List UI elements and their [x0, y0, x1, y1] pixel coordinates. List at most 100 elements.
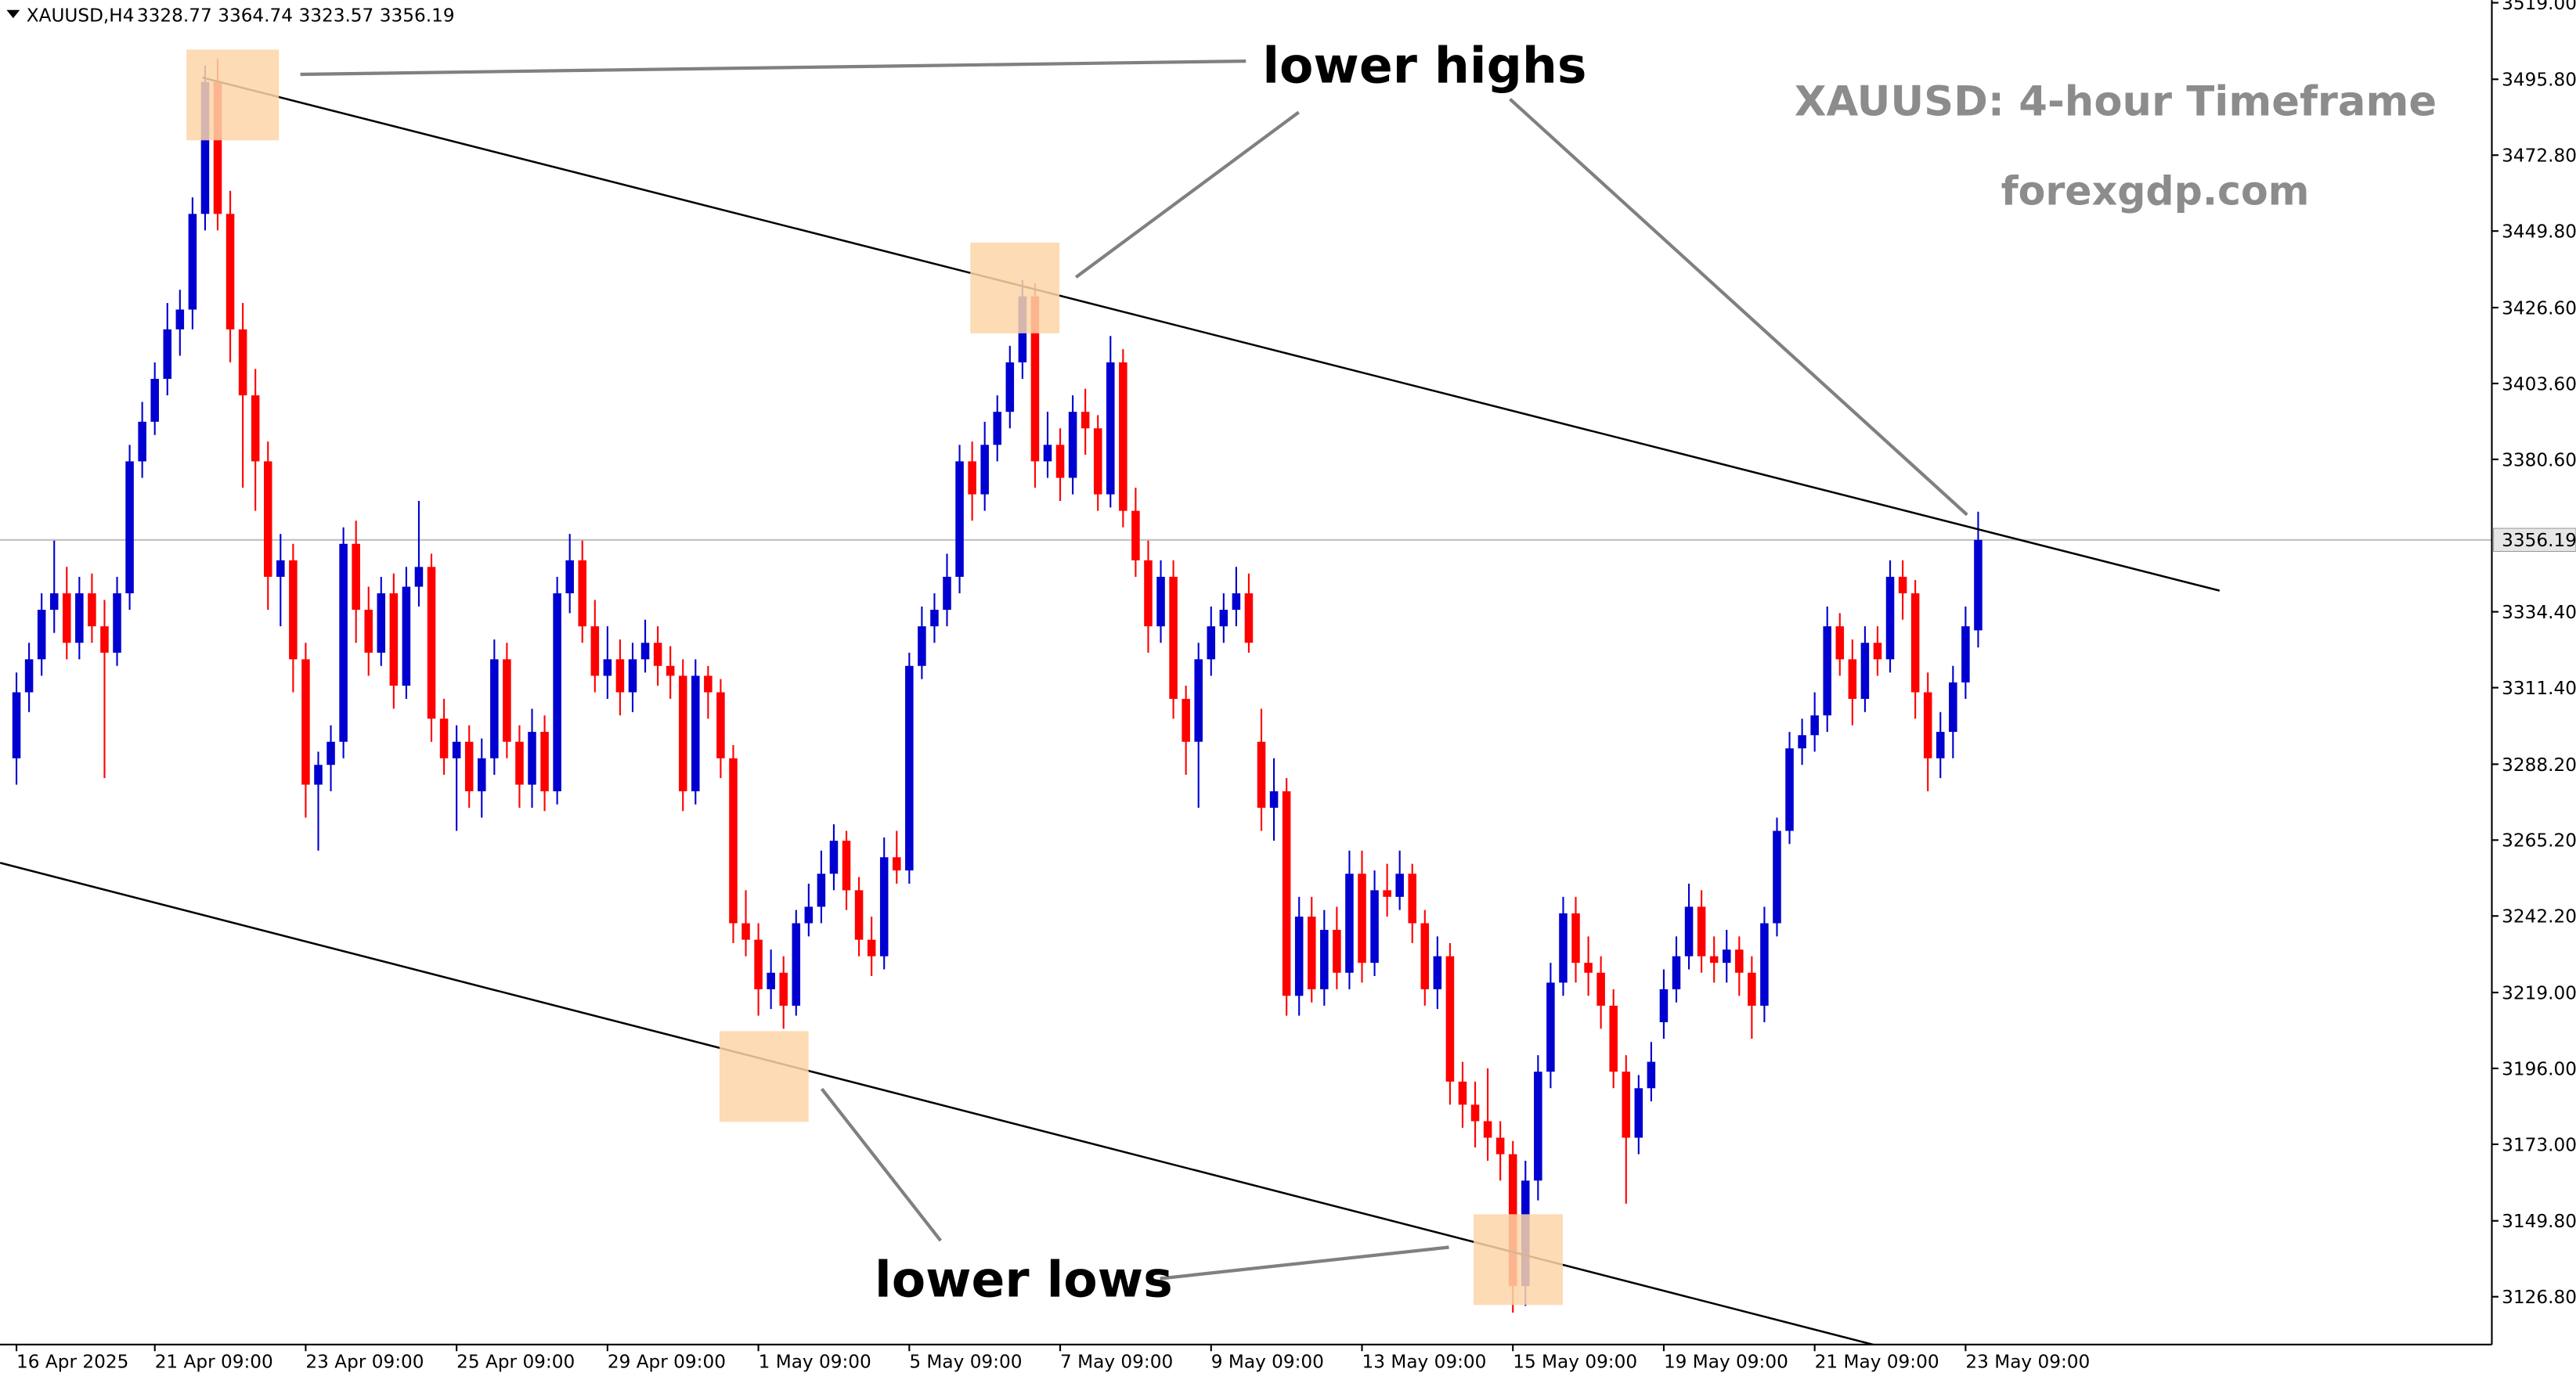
- candle-body: [993, 412, 1002, 445]
- annotation: lower highs: [1262, 37, 1586, 95]
- candle-body: [1282, 791, 1291, 996]
- candle-body: [389, 593, 399, 686]
- candle-body: [1546, 982, 1555, 1072]
- candle-body: [1169, 576, 1178, 699]
- candle-body: [1873, 643, 1882, 660]
- candle-body: [1182, 698, 1190, 742]
- candle-body: [867, 939, 876, 956]
- candle-body: [1609, 1005, 1618, 1072]
- candle-body: [1483, 1121, 1492, 1138]
- x-tick-label: 1 May 09:00: [759, 1351, 871, 1372]
- pointer-line: [300, 59, 1247, 77]
- candle-body: [1068, 412, 1077, 478]
- candle-body: [1722, 949, 1731, 964]
- trendline: [202, 76, 2221, 592]
- candle-body: [1345, 874, 1354, 973]
- x-tick-label: 7 May 09:00: [1060, 1351, 1173, 1372]
- candle-body: [1055, 445, 1065, 478]
- candle-body: [1835, 626, 1845, 660]
- candle-body: [729, 758, 738, 924]
- y-tick-label: 3173.00: [2502, 1134, 2576, 1155]
- candle-body: [918, 626, 926, 666]
- pointer-lines: [300, 59, 1968, 1281]
- candle-body: [1333, 929, 1341, 973]
- y-tick-label: 3149.80: [2502, 1211, 2576, 1232]
- candle-body: [24, 659, 34, 693]
- candle-body: [1081, 412, 1090, 429]
- candle-body: [829, 841, 839, 874]
- candle-body: [1269, 791, 1279, 809]
- candle-body: [968, 461, 976, 495]
- x-tick-label: 25 Apr 09:00: [456, 1351, 575, 1372]
- y-tick-label: 3196.00: [2502, 1058, 2576, 1079]
- candle-body: [478, 758, 486, 791]
- candle-body: [1093, 428, 1102, 495]
- candle-body: [188, 214, 197, 310]
- candle-body: [653, 643, 662, 666]
- candle-body: [452, 741, 461, 758]
- candle-body: [553, 593, 561, 791]
- candle-body: [1622, 1072, 1631, 1138]
- highlight-box: [186, 49, 280, 141]
- candle-body: [1294, 917, 1304, 996]
- candle-body: [1798, 735, 1806, 749]
- candle-body: [540, 732, 549, 791]
- candle-body: [666, 665, 675, 676]
- candle-body: [339, 543, 348, 742]
- candle-body: [125, 461, 134, 594]
- candle-body: [12, 692, 21, 758]
- candle-body: [1823, 626, 1831, 715]
- candle-body: [1131, 510, 1140, 560]
- candle-body: [1659, 989, 1669, 1023]
- candle-body: [49, 593, 59, 611]
- trendline: [0, 862, 1878, 1345]
- candle-body: [1534, 1072, 1542, 1181]
- candle-body: [565, 560, 574, 594]
- candle-body: [1408, 874, 1417, 924]
- high-value: 3364.74: [218, 5, 293, 27]
- candle-body: [88, 593, 96, 627]
- highlight-boxes: [186, 49, 1563, 1306]
- candle-body: [163, 329, 172, 380]
- candle-body: [817, 874, 826, 907]
- y-tick-label: 3519.00: [2502, 0, 2576, 14]
- y-tick-label: 3311.40: [2502, 678, 2576, 699]
- candle-body: [1106, 362, 1115, 495]
- candle-body: [213, 81, 222, 214]
- candle-body: [1395, 874, 1404, 897]
- candle-body: [716, 692, 725, 758]
- candle-body: [352, 543, 360, 611]
- pointer-line: [1160, 1245, 1449, 1281]
- open-value: 3328.77: [137, 5, 212, 27]
- x-tick-label: 23 Apr 09:00: [305, 1351, 424, 1372]
- candle-body: [1257, 741, 1266, 809]
- candle-body: [1370, 890, 1379, 964]
- x-tick-label: 15 May 09:00: [1513, 1351, 1637, 1372]
- candle-body: [1358, 874, 1366, 964]
- candle-body: [314, 765, 323, 785]
- current-price-box: [2493, 528, 2576, 553]
- candle-body: [138, 421, 146, 462]
- candle-body: [1156, 576, 1165, 627]
- candle-body: [741, 923, 750, 940]
- menu-triangle[interactable]: [6, 9, 20, 19]
- candle-body: [578, 560, 587, 627]
- y-tick-label: 3219.00: [2502, 982, 2576, 1003]
- x-tick-label: 23 May 09:00: [1965, 1351, 2090, 1372]
- candle-body: [1559, 913, 1568, 983]
- candle-body: [528, 732, 536, 785]
- candle-body: [1974, 539, 1983, 631]
- x-tick-label: 21 May 09:00: [1815, 1351, 1939, 1372]
- candle-body: [980, 445, 989, 495]
- highlight-box: [719, 1031, 809, 1122]
- candle-body: [1119, 362, 1127, 511]
- x-tick-label: 29 Apr 09:00: [608, 1351, 726, 1372]
- candle-body: [854, 890, 864, 940]
- candle-body: [276, 560, 285, 577]
- candle-body: [767, 972, 775, 989]
- candle-body: [1307, 917, 1316, 989]
- candle-body: [590, 626, 600, 676]
- candle-body: [377, 593, 386, 653]
- x-tick-label: 13 May 09:00: [1362, 1351, 1486, 1372]
